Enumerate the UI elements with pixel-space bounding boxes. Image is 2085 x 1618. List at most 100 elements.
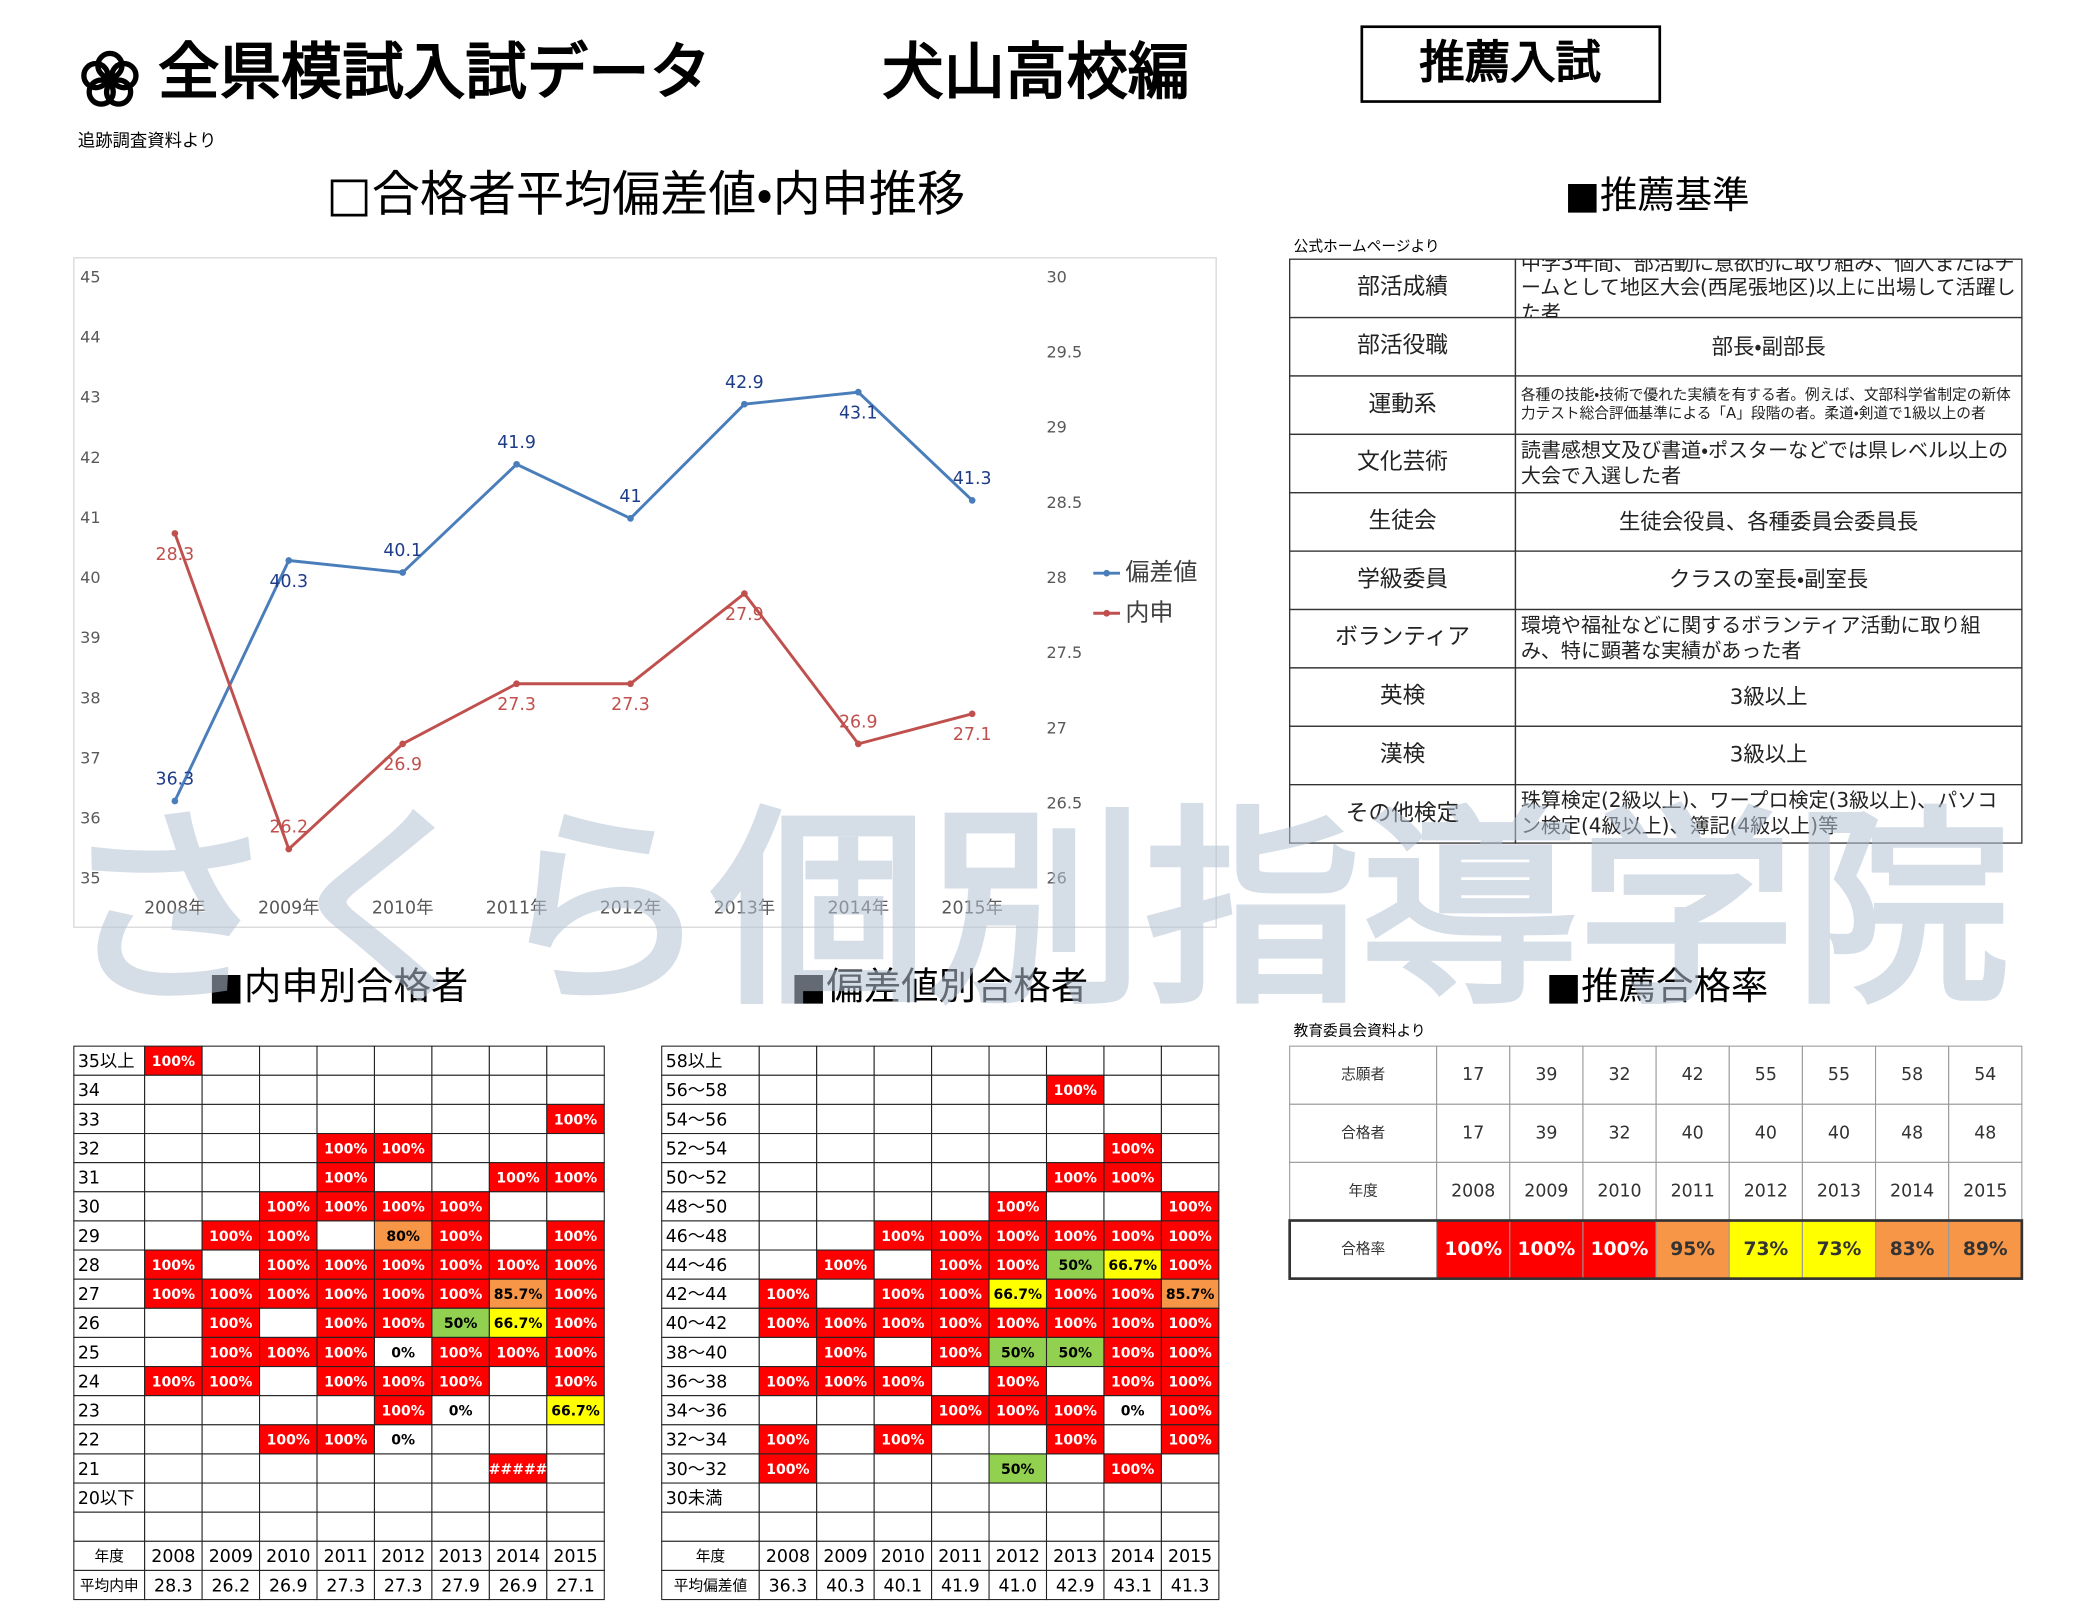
table-cell (1509, 1103, 1584, 1163)
table-cell (873, 1482, 933, 1513)
criteria-label-text: 英検 (1379, 682, 1426, 710)
criteria-label-text: その他検定 (1345, 799, 1460, 827)
data-label: 41.3 (953, 469, 992, 489)
table-cell (661, 1191, 760, 1222)
logo-flower (81, 50, 139, 107)
y-tick-label: 35 (80, 869, 100, 888)
criteria-text: 3級以上 (1730, 742, 1808, 767)
table-cell (661, 1220, 760, 1251)
table-cell (988, 1366, 1048, 1397)
cell-value: 50% (1058, 1345, 1092, 1361)
chart-frame (73, 257, 1217, 928)
cell-value: 55 (1828, 1065, 1850, 1085)
table-cell (259, 1307, 318, 1338)
data-label: 26.9 (383, 755, 422, 775)
table-cell (1514, 375, 2023, 436)
criteria-label-text: ボランティア (1335, 624, 1471, 652)
point (171, 530, 179, 537)
table-cell (1160, 1540, 1220, 1571)
table-cell (73, 1336, 146, 1368)
table-cell (73, 1307, 146, 1338)
criteria-label: 学級委員 (1357, 566, 1448, 593)
row-label: 42～44 (666, 1285, 728, 1305)
table-cell (546, 1074, 605, 1105)
cell-value: 100% (1168, 1258, 1211, 1274)
row-label: 27 (78, 1285, 100, 1305)
table-cell (316, 1133, 375, 1164)
table-cell (73, 1569, 146, 1601)
row-label: 年度 (1348, 1182, 1378, 1199)
table-cell (201, 1162, 261, 1193)
table-cell (1728, 1045, 1803, 1105)
table-cell (1514, 725, 2023, 786)
cell-value: 2012 (381, 1547, 425, 1567)
cell-value: 27.1 (556, 1576, 595, 1596)
y2-tick-label: 26 (1047, 869, 1067, 888)
row-label: 54～56 (666, 1110, 728, 1130)
cell-value: 100% (439, 1287, 482, 1303)
table-cell (816, 1162, 875, 1193)
row-label: 30未満 (666, 1489, 723, 1509)
cell-value: 83% (1890, 1239, 1935, 1260)
table-cell (758, 1366, 818, 1397)
x-tick-label: 2012年 (600, 899, 662, 919)
cell-value: 100% (209, 1287, 252, 1303)
criteria-label-text: 部活成績 (1357, 274, 1449, 301)
cell-value: 100% (996, 1316, 1039, 1332)
table-cell (259, 1074, 318, 1105)
table-cell (546, 1366, 605, 1397)
table-cell (201, 1453, 261, 1484)
point (171, 797, 179, 805)
data-label: 40.1 (383, 541, 422, 561)
table-cell (816, 1366, 875, 1397)
table-cell (259, 1278, 318, 1309)
table-cell (988, 1453, 1048, 1484)
row-label: 28 (78, 1256, 100, 1276)
row-label: 平均内申 (80, 1577, 139, 1594)
table-cell (373, 1045, 433, 1076)
cell-value: 2014 (496, 1547, 540, 1567)
cell-value: 26.2 (211, 1576, 250, 1596)
cell-value: 100% (766, 1433, 809, 1449)
cell-value: 100% (496, 1258, 539, 1274)
row-label: 34～36 (666, 1402, 728, 1422)
y-tick-label: 36 (80, 809, 100, 828)
table-cell (1289, 784, 1517, 844)
cell-value: 100% (1168, 1404, 1211, 1420)
table-cell (546, 1133, 605, 1164)
table-cell (1160, 1278, 1220, 1309)
table-cell (1289, 1219, 1438, 1280)
table-cell (1655, 1045, 1730, 1105)
row-label: 30～32 (666, 1460, 728, 1480)
criteria-label-text: 漢検 (1379, 741, 1426, 768)
table-cell (873, 1453, 933, 1484)
table-cell (1103, 1220, 1162, 1251)
cell-value: 95% (1670, 1239, 1715, 1260)
point (854, 740, 862, 748)
table-cell (316, 1453, 375, 1484)
table-cell (1514, 316, 2023, 377)
row-label: 平均偏差値 (674, 1577, 748, 1594)
criteria-label: 英検 (1379, 682, 1426, 710)
y2-tick-label: 27.5 (1047, 643, 1083, 662)
table-cell (373, 1336, 433, 1368)
table-cell (661, 1569, 760, 1601)
cell-value: 40 (1755, 1123, 1777, 1143)
cell-value: 100% (554, 1229, 597, 1245)
table-cell (546, 1191, 605, 1222)
cell-value: 2012 (1744, 1181, 1788, 1201)
cell-value: 54 (1974, 1065, 1996, 1085)
table-cell (259, 1103, 318, 1135)
cell-value: 100% (152, 1258, 195, 1274)
highlight-border (1288, 1219, 2024, 1280)
table-cell (1948, 1045, 2023, 1105)
row-label: 29 (78, 1227, 100, 1247)
cell-value: 48 (1974, 1123, 1996, 1143)
table-cell (488, 1453, 548, 1484)
table-cell (1045, 1045, 1105, 1076)
table-cell (758, 1220, 818, 1251)
row-label: 40～42 (666, 1314, 728, 1334)
table-cell (259, 1133, 318, 1164)
row-label: 52～54 (666, 1139, 728, 1159)
table-cell (661, 1278, 760, 1309)
